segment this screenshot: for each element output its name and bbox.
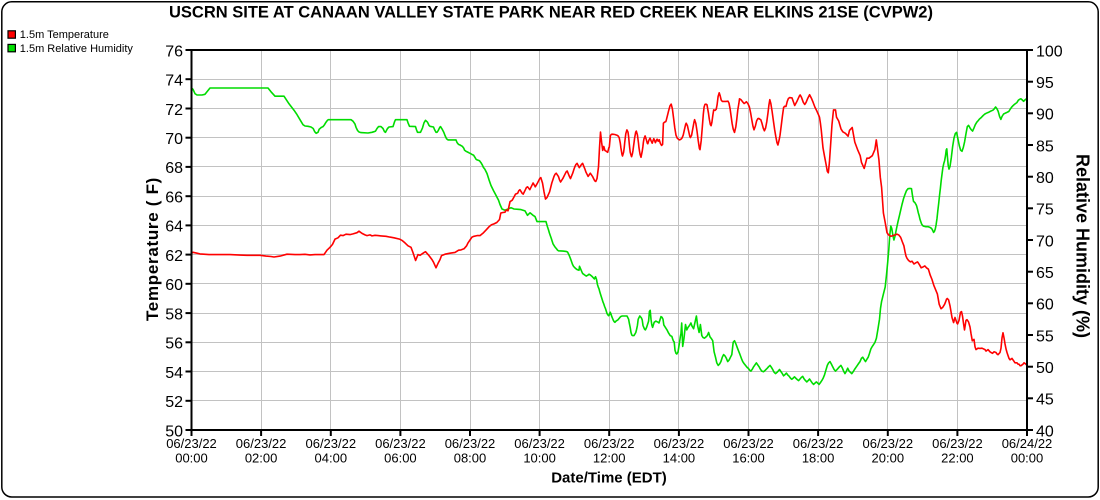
svg-text:02:00: 02:00 xyxy=(245,451,278,466)
svg-text:06/23/22: 06/23/22 xyxy=(236,436,287,451)
svg-text:75: 75 xyxy=(1036,202,1054,219)
svg-text:22:00: 22:00 xyxy=(941,451,974,466)
svg-text:72: 72 xyxy=(165,102,183,119)
svg-text:18:00: 18:00 xyxy=(802,451,835,466)
svg-text:06/23/22: 06/23/22 xyxy=(514,436,565,451)
svg-text:68: 68 xyxy=(165,160,183,177)
svg-text:70: 70 xyxy=(1036,233,1054,250)
svg-text:06/24/22: 06/24/22 xyxy=(1002,436,1053,451)
svg-text:66: 66 xyxy=(165,190,183,207)
svg-text:06/23/22: 06/23/22 xyxy=(375,436,426,451)
svg-text:14:00: 14:00 xyxy=(663,451,696,466)
svg-text:64: 64 xyxy=(165,219,183,236)
svg-text:1.5m Temperature: 1.5m Temperature xyxy=(20,29,109,41)
svg-text:06/23/22: 06/23/22 xyxy=(445,436,496,451)
svg-text:58: 58 xyxy=(165,306,183,323)
svg-text:06:00: 06:00 xyxy=(384,451,417,466)
svg-text:06/23/22: 06/23/22 xyxy=(723,436,774,451)
svg-text:65: 65 xyxy=(1036,265,1054,282)
svg-text:60: 60 xyxy=(1036,297,1054,314)
svg-text:45: 45 xyxy=(1036,392,1054,409)
svg-text:00:00: 00:00 xyxy=(175,451,208,466)
svg-text:56: 56 xyxy=(165,336,183,353)
svg-text:Temperature ( F): Temperature ( F) xyxy=(143,177,162,321)
svg-text:80: 80 xyxy=(1036,170,1054,187)
svg-text:06/23/22: 06/23/22 xyxy=(166,436,217,451)
svg-text:40: 40 xyxy=(1036,423,1054,440)
svg-text:55: 55 xyxy=(1036,328,1054,345)
svg-text:90: 90 xyxy=(1036,107,1054,124)
svg-text:USCRN SITE AT CANAAN VALLEY ST: USCRN SITE AT CANAAN VALLEY STATE PARK N… xyxy=(169,4,933,22)
svg-text:08:00: 08:00 xyxy=(454,451,487,466)
svg-text:62: 62 xyxy=(165,248,183,265)
svg-text:76: 76 xyxy=(165,43,183,60)
svg-text:95: 95 xyxy=(1036,75,1054,92)
svg-text:06/23/22: 06/23/22 xyxy=(862,436,913,451)
svg-text:60: 60 xyxy=(165,277,183,294)
svg-text:06/23/22: 06/23/22 xyxy=(305,436,356,451)
svg-text:12:00: 12:00 xyxy=(593,451,626,466)
svg-text:06/23/22: 06/23/22 xyxy=(793,436,844,451)
svg-text:04:00: 04:00 xyxy=(315,451,348,466)
svg-text:00:00: 00:00 xyxy=(1011,451,1044,466)
svg-text:74: 74 xyxy=(165,73,183,90)
svg-text:50: 50 xyxy=(165,423,183,440)
svg-text:52: 52 xyxy=(165,394,183,411)
svg-text:Date/Time (EDT): Date/Time (EDT) xyxy=(551,470,667,487)
svg-text:50: 50 xyxy=(1036,360,1054,377)
svg-text:20:00: 20:00 xyxy=(872,451,905,466)
svg-text:06/23/22: 06/23/22 xyxy=(932,436,983,451)
svg-text:54: 54 xyxy=(165,365,183,382)
svg-text:100: 100 xyxy=(1036,43,1063,60)
svg-text:06/23/22: 06/23/22 xyxy=(654,436,705,451)
svg-text:06/23/22: 06/23/22 xyxy=(584,436,635,451)
svg-text:16:00: 16:00 xyxy=(732,451,765,466)
svg-text:70: 70 xyxy=(165,131,183,148)
svg-text:Relative Humidity (%): Relative Humidity (%) xyxy=(1073,154,1093,338)
svg-text:85: 85 xyxy=(1036,138,1054,155)
svg-text:1.5m Relative Humidity: 1.5m Relative Humidity xyxy=(20,43,134,55)
svg-text:10:00: 10:00 xyxy=(523,451,556,466)
